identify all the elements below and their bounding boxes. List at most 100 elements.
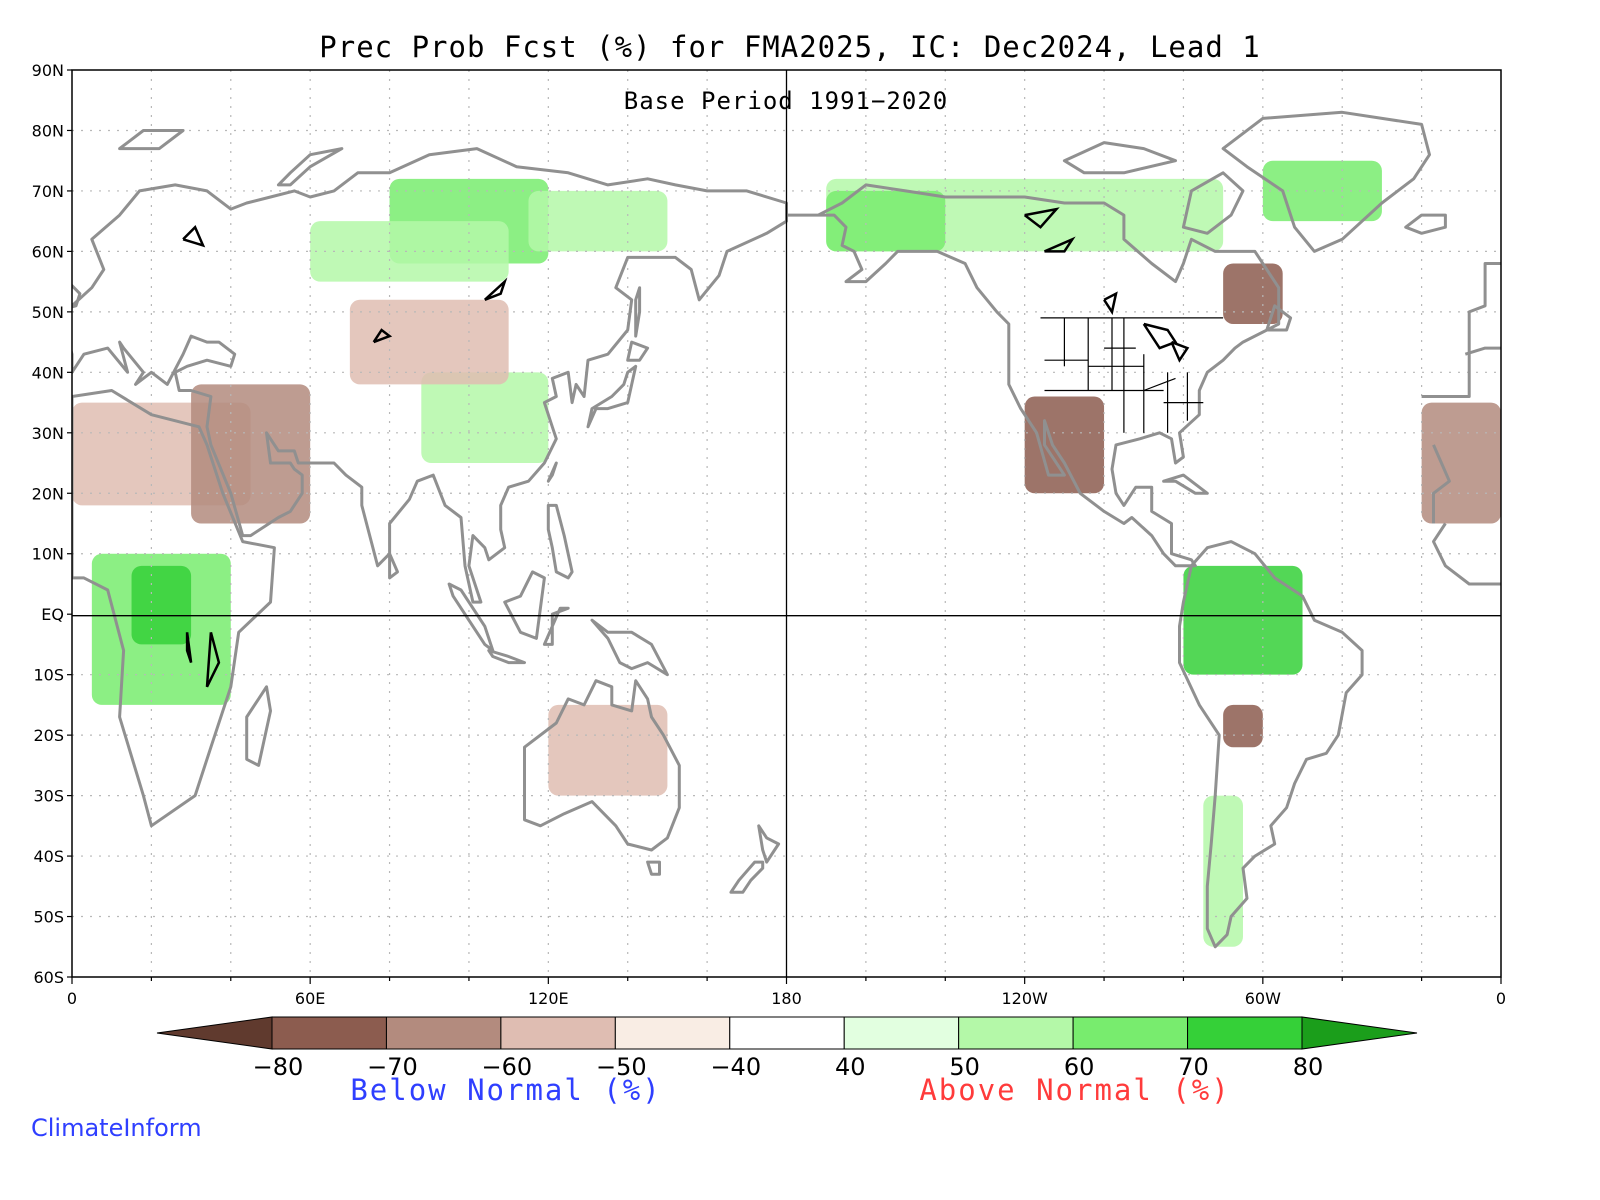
below-normal-label: Below Normal (%) [350, 1073, 661, 1107]
coastline-japan [586, 364, 638, 429]
anomaly-australia-dry [548, 704, 668, 796]
lat-label: 10S [33, 666, 64, 685]
coastline-cuba [1162, 473, 1209, 495]
anomaly-alaska-wet [826, 190, 946, 252]
above-normal-label: Above Normal (%) [919, 1073, 1230, 1107]
anomaly-layer [72, 160, 1501, 947]
coastline-novaya-zemlya [276, 147, 344, 187]
lake-outlines [182, 207, 1190, 688]
coastline-taiwan [546, 461, 558, 483]
colorbar-swatch [729, 1016, 845, 1050]
lat-label: 90N [32, 61, 64, 80]
coastline-india-island-sri [388, 552, 399, 580]
lon-label: 60E [295, 989, 325, 1008]
coastline-wrap [1464, 346, 1501, 356]
lake [205, 631, 221, 688]
anomaly-sw-us-dry [1024, 396, 1105, 494]
coastline-australia [523, 679, 681, 852]
lat-label: 20S [33, 726, 64, 745]
coastline-africa [72, 389, 276, 828]
lake [1103, 291, 1118, 316]
coastline-wrap [1421, 262, 1501, 398]
coastline-greenland [1221, 110, 1431, 253]
coastline-sumatra [447, 582, 495, 652]
colorbar-tick-label: 60 [1064, 1053, 1095, 1081]
lat-label: 60N [32, 242, 64, 261]
colorbar-swatch [614, 1016, 731, 1050]
coastline-arctic-islands [1062, 141, 1177, 175]
lat-label: 40N [32, 363, 64, 382]
colorbar-tick-label: 80 [1293, 1053, 1324, 1081]
lat-label: 20N [32, 484, 64, 503]
anomaly-yakutia-wet [528, 190, 668, 252]
coastline-java [487, 649, 526, 665]
anomaly-china-wet [421, 372, 549, 464]
colorbar-tick-label: 40 [835, 1053, 866, 1081]
coastline-hokkaido [626, 340, 650, 362]
lat-label: 40S [33, 847, 64, 866]
lat-label: 30N [32, 424, 64, 443]
colorbar-tick-label: −50 [596, 1053, 647, 1081]
coastline-tasmania [646, 860, 661, 876]
latitude-labels: 90N 80N 70N 60N 50N 40N 30N 20N 10N EQ 10S 20S 30S 40… [32, 61, 64, 987]
colorbar-labels: −80 −70 −60 −50 −40 40 50 60 70 80 [253, 1053, 1324, 1081]
coastline-north-america [785, 183, 1281, 568]
coastline-new-guinea [590, 618, 669, 677]
longitude-labels: 0 60E 120E 180 120W 60W 0 [67, 989, 1506, 1008]
map-panel: 90N 80N 70N 60N 50N 40N 30N 20N 10N EQ 10S 20S 30S 40… [32, 61, 1506, 1008]
lat-label: 60S [33, 968, 64, 987]
lake [1142, 322, 1178, 350]
coastline-wrap [1432, 444, 1451, 524]
lat-label: 80N [32, 121, 64, 140]
lake [1170, 340, 1190, 363]
colorbar-swatch [843, 1016, 960, 1050]
colorbar-tick-label: −80 [253, 1053, 304, 1081]
anomaly-labrador-dry [1223, 263, 1283, 324]
colorbar-swatch [1187, 1016, 1303, 1050]
us-state-lines [1040, 317, 1224, 433]
lat-label: 50N [32, 303, 64, 322]
coastline-wrap [1432, 522, 1501, 586]
coastline-south-america [1178, 540, 1364, 949]
lat-label: 10N [32, 545, 64, 564]
colorbar-arrow-right [1301, 1016, 1418, 1050]
colorbar-swatch [385, 1016, 502, 1050]
lake [1023, 207, 1060, 229]
anomaly-mongolia-dry [349, 299, 509, 385]
state-border [1143, 377, 1176, 392]
coastline-great-britain [72, 283, 82, 309]
lon-label: 0 [1496, 989, 1506, 1008]
lon-label: 0 [67, 989, 77, 1008]
coastline-borneo [503, 570, 546, 640]
credit-label: ClimateInform [31, 1114, 202, 1142]
lon-label: 120W [1001, 989, 1048, 1008]
colorbar: −80 −70 −60 −50 −40 40 50 60 70 80 Below Normal (… [156, 1016, 1418, 1107]
coastline-svalbard [118, 129, 185, 151]
lat-label: 50S [33, 908, 64, 927]
coastline-philippines [546, 503, 574, 580]
coastline-iceland [1404, 213, 1447, 235]
colorbar-tick-label: 50 [949, 1053, 980, 1081]
lake [182, 225, 206, 248]
map-title: Prec Prob Fcst (%) for FMA2025, IC: Dec2… [319, 30, 1260, 64]
base-period-label: Base Period 1991−2020 [624, 87, 948, 115]
colorbar-arrow-left [156, 1016, 273, 1050]
colorbar-swatch [500, 1016, 616, 1050]
colorbar-tick-label: 70 [1178, 1053, 1209, 1081]
lake [185, 632, 193, 663]
anomaly-greenland-wet [1262, 160, 1382, 222]
axis-ticks [67, 69, 1502, 984]
colorbar-tick-label: −60 [482, 1053, 533, 1081]
land-outlines [72, 110, 1501, 949]
lake [372, 328, 393, 344]
anomaly-central-siberia-wet [310, 221, 509, 282]
anomaly-congo-wet [131, 565, 192, 645]
colorbar-tick-label: −70 [367, 1053, 418, 1081]
lat-label: 70N [32, 182, 64, 201]
lon-label: 60W [1245, 989, 1281, 1008]
coastline-madagascar [245, 685, 272, 767]
colorbar-swatch [958, 1016, 1074, 1050]
lat-label: EQ [41, 605, 64, 624]
lake [483, 277, 508, 301]
